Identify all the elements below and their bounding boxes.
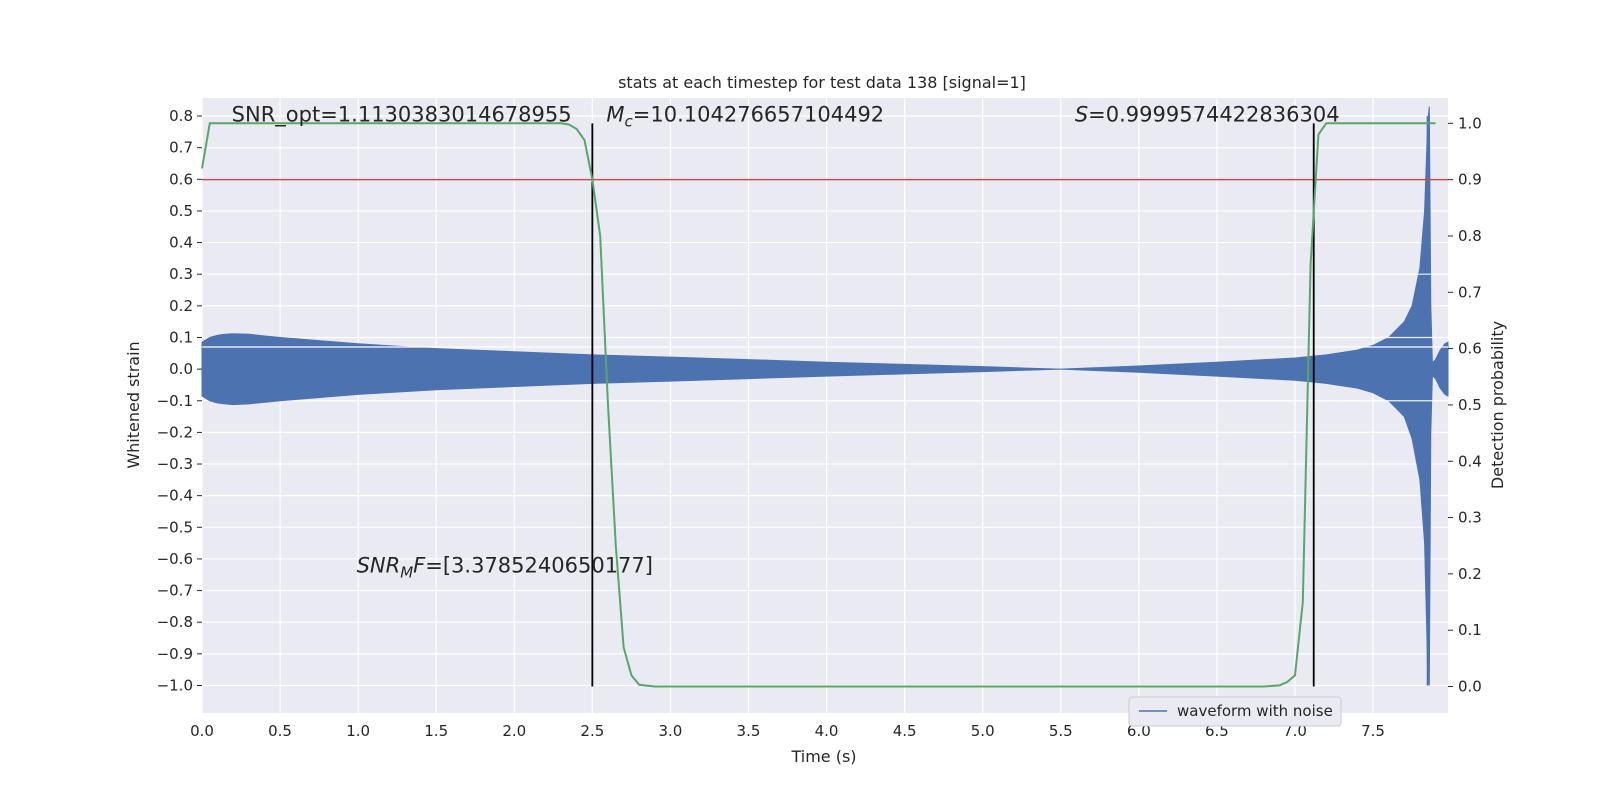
y-tick-label: −0.3 [157,455,193,473]
detection-probability-line [201,122,1436,688]
y2-axis-title: Detection probability [1488,321,1507,489]
x-tick-label: 3.0 [658,722,682,740]
x-tick-label: 4.5 [893,722,917,740]
x-tick-label: 2.5 [580,722,604,740]
chirp-mass-annotation: Mc=10.104276657104492 [606,103,884,131]
y2-tick-label: 0.7 [1458,283,1482,301]
y-tick-label: −0.6 [157,550,193,568]
y-tick-label: −0.5 [157,518,193,536]
x-tick-label: 7.5 [1361,722,1385,740]
y-tick-label: 0.0 [169,360,193,378]
y2-tick-label: 1.0 [1458,114,1482,132]
x-axis-title: Time (s) [790,747,856,766]
waveform-envelope [201,106,1449,686]
y-axis-title: Whitened strain [124,341,143,468]
y2-tick-label: 0.8 [1458,227,1482,245]
plot-area [202,98,1448,713]
chart-title: stats at each timestep for test data 138… [618,73,1026,92]
y-tick-label: −0.8 [157,613,193,631]
y-tick-label: 0.7 [169,139,193,157]
x-tick-label: 3.5 [737,722,761,740]
s-annotation: S=0.9999574422836304 [1075,103,1340,127]
x-axis-ticks: 0.0 0.5 1.0 1.5 2.0 2.5 3.0 3.5 4.0 4.5 5.0 5.5 6.0 6… [190,722,1385,740]
x-tick-label: 1.5 [424,722,448,740]
y2-tick-label: 0.0 [1458,678,1482,696]
y-tick-label: 0.1 [169,328,193,346]
x-tick-label: 5.5 [1049,722,1073,740]
x-tick-label: 2.0 [502,722,526,740]
y-tick-label: 0.5 [169,202,193,220]
snr-opt-annotation: SNR_opt=1.1130383014678955 [232,103,572,128]
y-tick-label: 0.4 [169,234,193,252]
y2-axis-ticks: 1.0 0.9 0.8 0.7 0.6 0.5 0.4 0.3 0.2 0.1 0.0 [1448,114,1482,696]
y2-tick-label: 0.1 [1458,621,1482,639]
y-tick-label: −1.0 [157,676,193,694]
y-tick-label: −0.7 [157,582,193,600]
y2-tick-label: 0.5 [1458,396,1482,414]
y-tick-label: 0.6 [169,170,193,188]
snr-mf-annotation: SNRMF=[3.3785240650177] [357,554,653,582]
y-tick-label: −0.4 [157,487,193,505]
y-tick-label: −0.1 [157,392,193,410]
y2-tick-label: 0.4 [1458,452,1482,470]
x-tick-label: 0.0 [190,722,214,740]
x-tick-label: 5.0 [971,722,995,740]
x-tick-label: 1.0 [346,722,370,740]
x-tick-label: 4.0 [815,722,839,740]
y2-tick-label: 0.2 [1458,565,1482,583]
legend-box [1128,696,1342,727]
y2-tick-label: 0.3 [1458,509,1482,527]
y2-tick-label: 0.6 [1458,340,1482,358]
y-axis-ticks: 0.8 0.7 0.6 0.5 0.4 0.3 0.2 0.1 0.0 −0.1 −0.2 −0.3 −… [157,107,202,694]
x-tick-label: 0.5 [268,722,292,740]
legend: waveform with noise [1128,696,1342,727]
y2-tick-label: 0.9 [1458,171,1482,189]
probability-layer [201,122,1448,688]
waveform-layer [201,106,1449,686]
legend-entry-waveform: waveform with noise [1177,702,1333,720]
y-tick-label: 0.8 [169,107,193,125]
y-tick-label: −0.2 [157,423,193,441]
y-tick-label: 0.2 [169,297,193,315]
y-tick-label: 0.3 [169,265,193,283]
y-tick-label: −0.9 [157,645,193,663]
